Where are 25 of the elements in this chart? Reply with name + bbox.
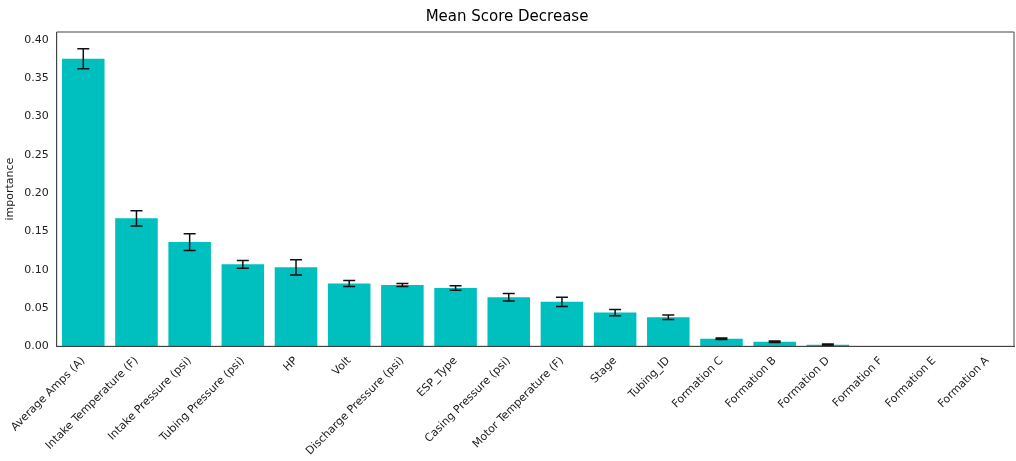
bar: [168, 242, 211, 347]
bar: [434, 288, 477, 347]
bar: [221, 264, 265, 347]
y-tick-label: 0.40: [24, 32, 49, 46]
bar: [274, 267, 318, 347]
bar: [115, 218, 158, 347]
y-tick-label: 0.25: [24, 147, 49, 161]
bar: [487, 297, 531, 347]
bar: [647, 317, 690, 347]
y-tick-label: 0.35: [24, 70, 49, 84]
bar: [540, 301, 584, 347]
bar: [593, 312, 637, 347]
chart-title: Mean Score Decrease: [425, 6, 589, 25]
y-axis-title: importance: [3, 157, 17, 221]
bar: [62, 58, 105, 347]
y-tick-label: 0.30: [24, 109, 49, 123]
x-tick-label: Volt: [329, 353, 354, 378]
y-tick-label: 0.00: [24, 339, 49, 353]
x-tick-label: HP: [280, 353, 301, 374]
y-tick-label: 0.20: [24, 185, 49, 199]
y-tick-label: 0.15: [24, 224, 49, 238]
bar: [327, 283, 371, 347]
y-tick-label: 0.10: [24, 262, 49, 276]
bar: [381, 285, 424, 347]
y-tick-label: 0.05: [24, 300, 49, 314]
